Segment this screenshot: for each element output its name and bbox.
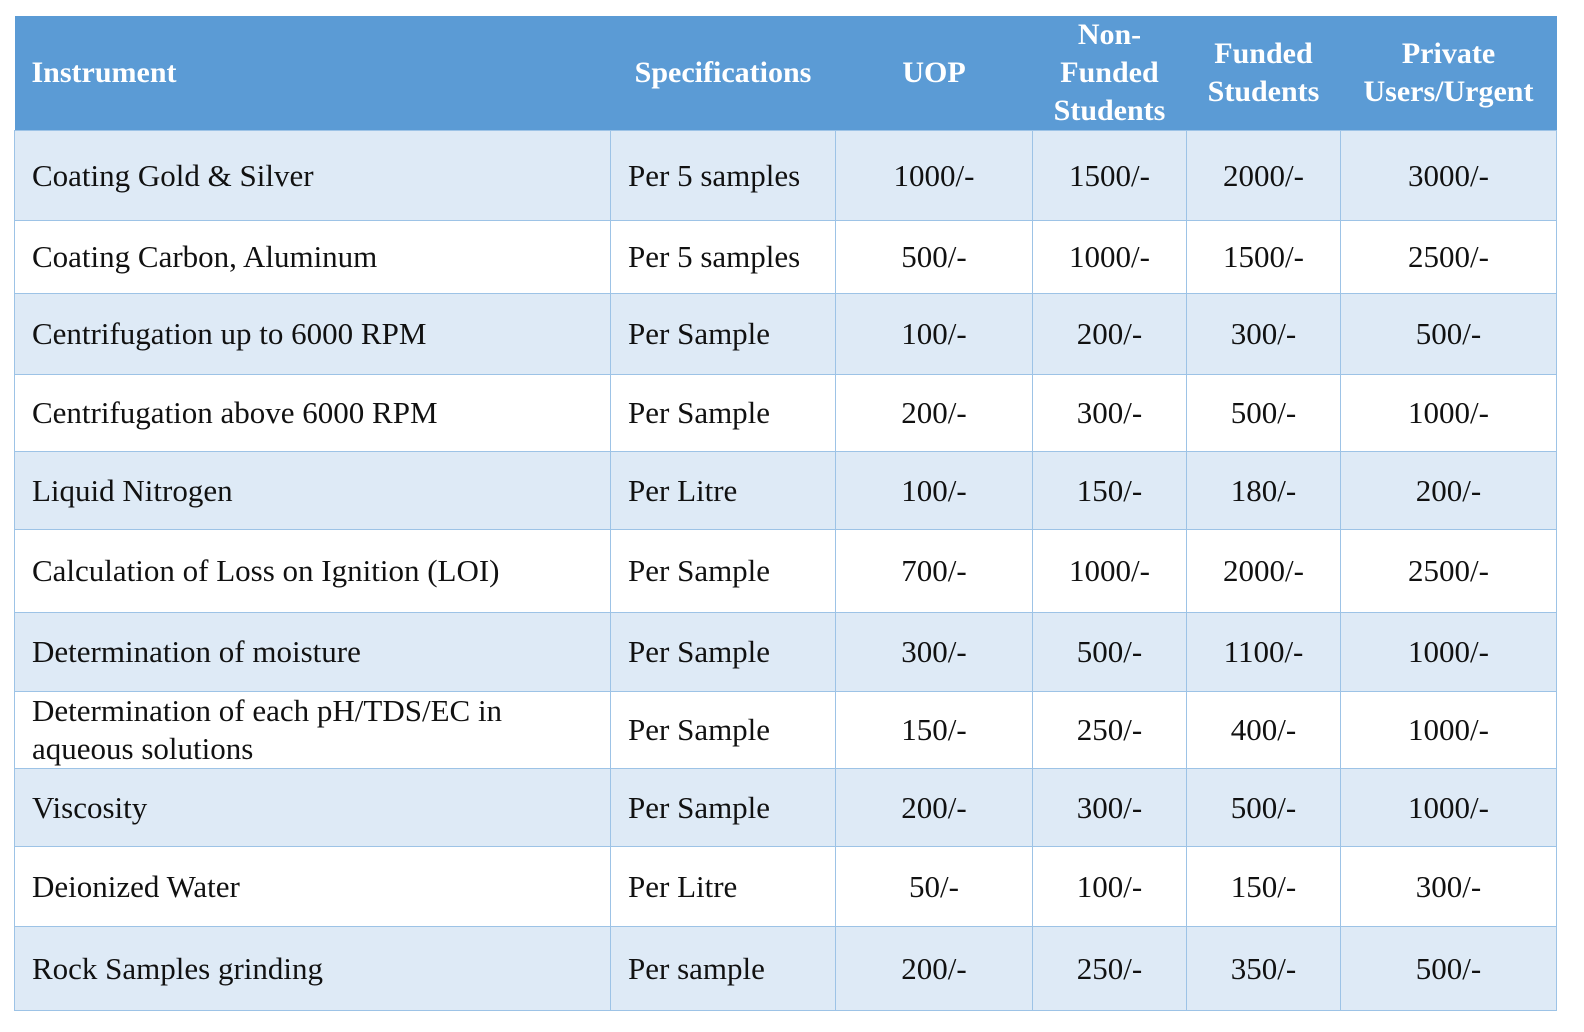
cell-funded: 2000/-	[1186, 130, 1341, 221]
cell-private: 1000/-	[1340, 612, 1557, 692]
cell-non-funded: 150/-	[1032, 451, 1187, 530]
cell-non-funded: 250/-	[1032, 691, 1187, 769]
cell-instrument: Coating Carbon, Aluminum	[14, 220, 611, 294]
header-non-funded-students: Non-Funded Students	[1032, 16, 1187, 131]
cell-specifications: Per Litre	[610, 846, 836, 927]
header-funded-students: Funded Students	[1186, 16, 1341, 131]
cell-specifications: Per 5 samples	[610, 220, 836, 294]
cell-non-funded: 1000/-	[1032, 529, 1187, 613]
cell-private: 200/-	[1340, 451, 1557, 530]
cell-funded: 400/-	[1186, 691, 1341, 769]
cell-specifications: Per Sample	[610, 612, 836, 692]
table-row: Liquid Nitrogen Per Litre 100/- 150/- 18…	[14, 451, 1557, 530]
cell-non-funded: 250/-	[1032, 926, 1187, 1011]
cell-uop: 100/-	[835, 451, 1033, 530]
cell-specifications: Per Sample	[610, 293, 836, 375]
cell-specifications: Per sample	[610, 926, 836, 1011]
table-row: Coating Carbon, Aluminum Per 5 samples 5…	[14, 220, 1557, 294]
cell-private: 1000/-	[1340, 374, 1557, 452]
cell-private: 1000/-	[1340, 768, 1557, 847]
table-header: Instrument Specifications UOP Non-Funded…	[14, 16, 1557, 131]
cell-uop: 200/-	[835, 768, 1033, 847]
cell-funded: 1100/-	[1186, 612, 1341, 692]
header-private-users: Private Users/Urgent	[1340, 16, 1557, 131]
rates-table: Instrument Specifications UOP Non-Funded…	[14, 16, 1557, 1011]
cell-non-funded: 200/-	[1032, 293, 1187, 375]
header-instrument: Instrument	[14, 16, 611, 131]
cell-funded: 180/-	[1186, 451, 1341, 530]
cell-instrument: Centrifugation above 6000 RPM	[14, 374, 611, 452]
cell-instrument: Rock Samples grinding	[14, 926, 611, 1011]
cell-uop: 100/-	[835, 293, 1033, 375]
table-row: Coating Gold & Silver Per 5 samples 1000…	[14, 130, 1557, 221]
cell-specifications: Per Sample	[610, 529, 836, 613]
table-row: Deionized Water Per Litre 50/- 100/- 150…	[14, 846, 1557, 927]
table-row: Calculation of Loss on Ignition (LOI) Pe…	[14, 529, 1557, 613]
table-body: Coating Gold & Silver Per 5 samples 1000…	[14, 130, 1557, 1011]
cell-instrument: Deionized Water	[14, 846, 611, 927]
cell-private: 300/-	[1340, 846, 1557, 927]
cell-funded: 1500/-	[1186, 220, 1341, 294]
cell-instrument: Liquid Nitrogen	[14, 451, 611, 530]
rates-table-container: Instrument Specifications UOP Non-Funded…	[14, 16, 1557, 1011]
cell-funded: 500/-	[1186, 374, 1341, 452]
header-specifications: Specifications	[610, 16, 836, 131]
cell-non-funded: 300/-	[1032, 768, 1187, 847]
cell-specifications: Per 5 samples	[610, 130, 836, 221]
table-row: Determination of each pH/TDS/EC in aqueo…	[14, 691, 1557, 769]
cell-private: 500/-	[1340, 293, 1557, 375]
cell-instrument: Determination of moisture	[14, 612, 611, 692]
cell-private: 1000/-	[1340, 691, 1557, 769]
table-row: Rock Samples grinding Per sample 200/- 2…	[14, 926, 1557, 1011]
cell-specifications: Per Litre	[610, 451, 836, 530]
cell-uop: 200/-	[835, 926, 1033, 1011]
cell-non-funded: 300/-	[1032, 374, 1187, 452]
header-uop: UOP	[835, 16, 1033, 131]
cell-non-funded: 500/-	[1032, 612, 1187, 692]
cell-funded: 2000/-	[1186, 529, 1341, 613]
cell-private: 2500/-	[1340, 529, 1557, 613]
cell-uop: 150/-	[835, 691, 1033, 769]
cell-non-funded: 1000/-	[1032, 220, 1187, 294]
header-row: Instrument Specifications UOP Non-Funded…	[14, 16, 1557, 131]
table-row: Viscosity Per Sample 200/- 300/- 500/- 1…	[14, 768, 1557, 847]
cell-instrument: Determination of each pH/TDS/EC in aqueo…	[14, 691, 611, 769]
cell-instrument: Centrifugation up to 6000 RPM	[14, 293, 611, 375]
cell-uop: 300/-	[835, 612, 1033, 692]
cell-private: 500/-	[1340, 926, 1557, 1011]
cell-specifications: Per Sample	[610, 691, 836, 769]
cell-instrument: Coating Gold & Silver	[14, 130, 611, 221]
cell-instrument: Calculation of Loss on Ignition (LOI)	[14, 529, 611, 613]
cell-non-funded: 100/-	[1032, 846, 1187, 927]
table-row: Centrifugation up to 6000 RPM Per Sample…	[14, 293, 1557, 375]
cell-private: 2500/-	[1340, 220, 1557, 294]
cell-funded: 350/-	[1186, 926, 1341, 1011]
cell-specifications: Per Sample	[610, 768, 836, 847]
cell-funded: 150/-	[1186, 846, 1341, 927]
cell-private: 3000/-	[1340, 130, 1557, 221]
table-row: Centrifugation above 6000 RPM Per Sample…	[14, 374, 1557, 452]
table-row: Determination of moisture Per Sample 300…	[14, 612, 1557, 692]
cell-instrument: Viscosity	[14, 768, 611, 847]
cell-non-funded: 1500/-	[1032, 130, 1187, 221]
cell-funded: 500/-	[1186, 768, 1341, 847]
cell-uop: 700/-	[835, 529, 1033, 613]
cell-specifications: Per Sample	[610, 374, 836, 452]
cell-uop: 50/-	[835, 846, 1033, 927]
cell-uop: 500/-	[835, 220, 1033, 294]
cell-uop: 1000/-	[835, 130, 1033, 221]
cell-uop: 200/-	[835, 374, 1033, 452]
cell-funded: 300/-	[1186, 293, 1341, 375]
